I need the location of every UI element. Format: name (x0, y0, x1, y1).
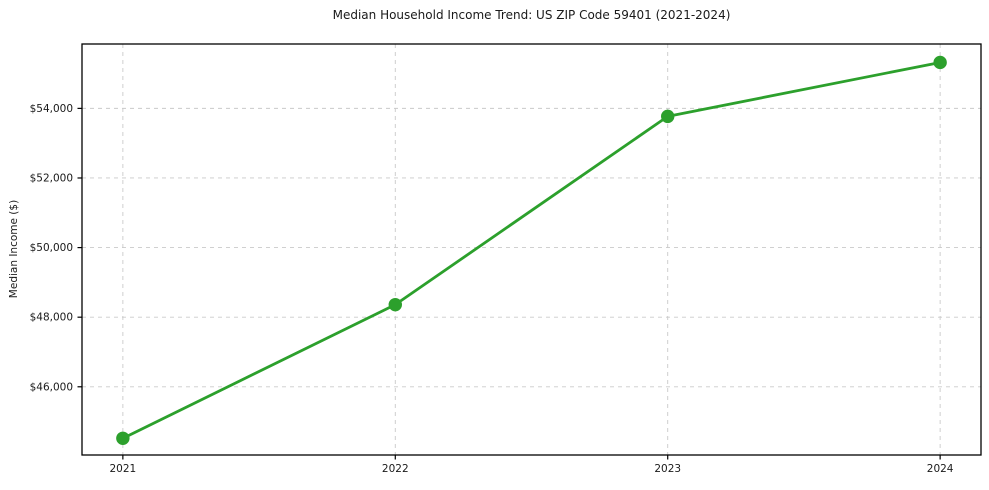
y-tick-label: $48,000 (30, 312, 73, 324)
data-point (661, 109, 675, 124)
plot-frame (81, 43, 982, 456)
x-tick-label: 2024 (927, 463, 954, 475)
x-tick-label: 2021 (109, 463, 136, 475)
chart-title: Median Household Income Trend: US ZIP Co… (332, 8, 731, 22)
data-point (933, 55, 947, 70)
series-line (121, 61, 942, 440)
data-point (388, 297, 402, 312)
y-tick-label: $52,000 (30, 172, 73, 184)
x-tick-label: 2022 (382, 463, 409, 475)
y-tick-label: $46,000 (30, 381, 73, 393)
data-point (116, 431, 130, 445)
y-tick-label: $50,000 (30, 242, 73, 254)
y-tick-label: $54,000 (30, 103, 73, 115)
x-tick-label: 2023 (654, 463, 681, 475)
